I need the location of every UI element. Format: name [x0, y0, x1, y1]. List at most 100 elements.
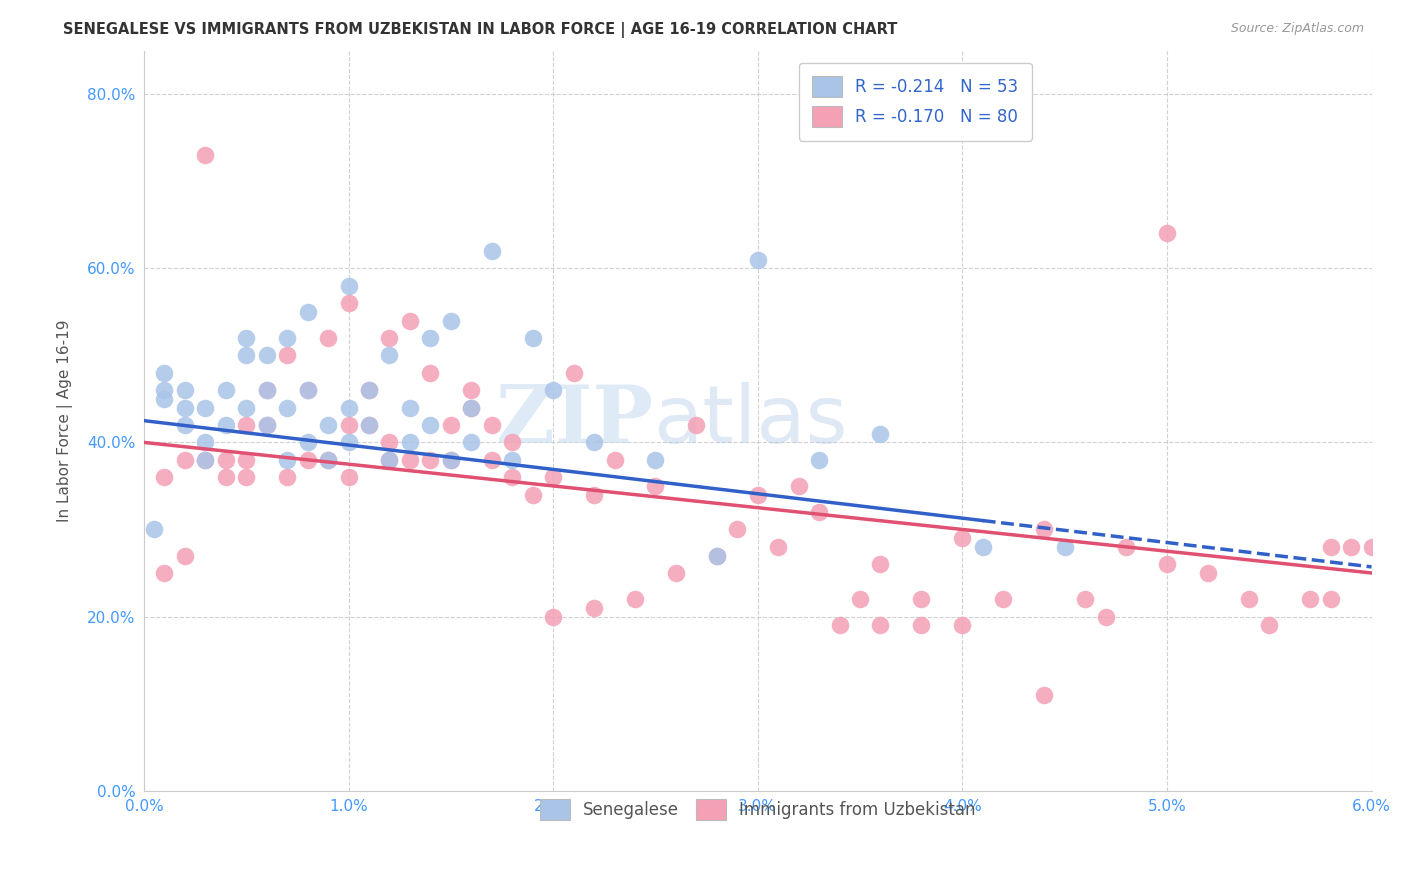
- Point: [993, 592, 1015, 607]
- Point: [297, 383, 319, 397]
- Text: atlas: atlas: [654, 382, 848, 459]
- Point: [419, 452, 441, 467]
- Point: [541, 470, 564, 484]
- Point: [583, 488, 606, 502]
- Point: [950, 531, 973, 545]
- Point: [173, 383, 195, 397]
- Point: [337, 278, 360, 293]
- Point: [215, 417, 238, 432]
- Point: [1340, 540, 1362, 554]
- Point: [1033, 688, 1056, 702]
- Point: [706, 549, 728, 563]
- Point: [256, 417, 278, 432]
- Point: [501, 435, 523, 450]
- Point: [337, 417, 360, 432]
- Point: [194, 435, 217, 450]
- Point: [173, 417, 195, 432]
- Point: [357, 383, 380, 397]
- Point: [419, 417, 441, 432]
- Point: [194, 452, 217, 467]
- Point: [1237, 592, 1260, 607]
- Point: [297, 383, 319, 397]
- Point: [747, 252, 769, 267]
- Point: [828, 618, 851, 632]
- Point: [910, 592, 932, 607]
- Point: [1156, 227, 1178, 241]
- Point: [399, 435, 422, 450]
- Point: [1361, 540, 1384, 554]
- Point: [215, 470, 238, 484]
- Point: [583, 600, 606, 615]
- Point: [869, 618, 891, 632]
- Point: [153, 383, 176, 397]
- Point: [522, 488, 544, 502]
- Point: [378, 348, 401, 362]
- Point: [153, 366, 176, 380]
- Point: [276, 401, 298, 415]
- Point: [1033, 523, 1056, 537]
- Point: [235, 401, 257, 415]
- Point: [725, 523, 748, 537]
- Point: [522, 331, 544, 345]
- Point: [1319, 592, 1341, 607]
- Point: [787, 479, 810, 493]
- Point: [541, 383, 564, 397]
- Point: [337, 296, 360, 310]
- Point: [153, 470, 176, 484]
- Point: [950, 618, 973, 632]
- Point: [337, 470, 360, 484]
- Text: Source: ZipAtlas.com: Source: ZipAtlas.com: [1230, 22, 1364, 36]
- Point: [276, 348, 298, 362]
- Point: [297, 452, 319, 467]
- Point: [256, 383, 278, 397]
- Point: [460, 383, 482, 397]
- Point: [869, 426, 891, 441]
- Point: [644, 479, 666, 493]
- Point: [1156, 558, 1178, 572]
- Point: [1299, 592, 1322, 607]
- Point: [1094, 609, 1116, 624]
- Point: [460, 435, 482, 450]
- Point: [583, 435, 606, 450]
- Point: [235, 417, 257, 432]
- Point: [256, 348, 278, 362]
- Point: [910, 618, 932, 632]
- Point: [357, 417, 380, 432]
- Point: [276, 470, 298, 484]
- Point: [440, 313, 463, 327]
- Point: [235, 470, 257, 484]
- Point: [215, 383, 238, 397]
- Point: [972, 540, 994, 554]
- Point: [440, 452, 463, 467]
- Point: [685, 417, 707, 432]
- Point: [869, 558, 891, 572]
- Point: [276, 331, 298, 345]
- Point: [357, 417, 380, 432]
- Point: [143, 523, 166, 537]
- Point: [297, 305, 319, 319]
- Point: [541, 609, 564, 624]
- Point: [316, 452, 339, 467]
- Legend: Senegalese, Immigrants from Uzbekistan: Senegalese, Immigrants from Uzbekistan: [533, 792, 983, 827]
- Point: [256, 383, 278, 397]
- Point: [562, 366, 585, 380]
- Point: [440, 417, 463, 432]
- Point: [849, 592, 872, 607]
- Point: [276, 452, 298, 467]
- Point: [766, 540, 789, 554]
- Point: [440, 452, 463, 467]
- Point: [419, 331, 441, 345]
- Point: [235, 348, 257, 362]
- Point: [194, 148, 217, 162]
- Point: [1074, 592, 1097, 607]
- Point: [808, 452, 831, 467]
- Point: [173, 452, 195, 467]
- Point: [337, 435, 360, 450]
- Text: SENEGALESE VS IMMIGRANTS FROM UZBEKISTAN IN LABOR FORCE | AGE 16-19 CORRELATION : SENEGALESE VS IMMIGRANTS FROM UZBEKISTAN…: [63, 22, 897, 38]
- Point: [399, 313, 422, 327]
- Point: [481, 417, 503, 432]
- Point: [153, 566, 176, 580]
- Point: [706, 549, 728, 563]
- Point: [1319, 540, 1341, 554]
- Point: [378, 435, 401, 450]
